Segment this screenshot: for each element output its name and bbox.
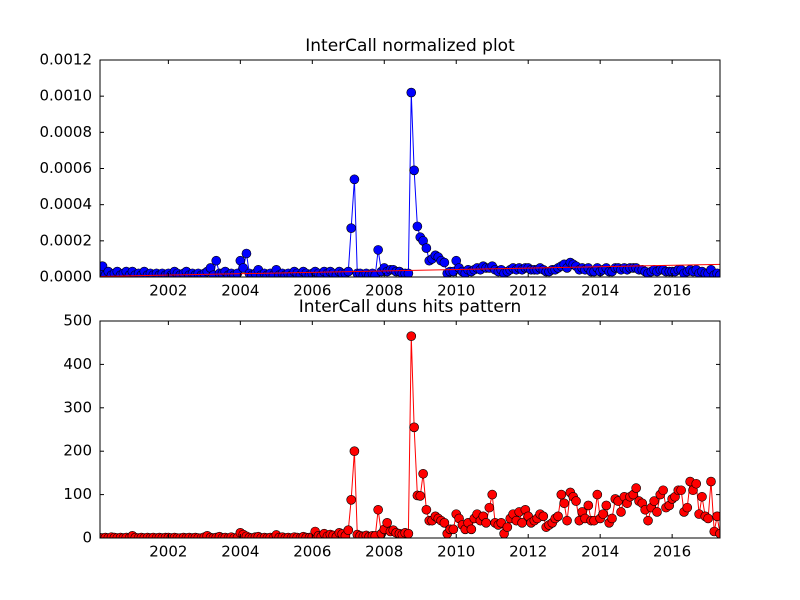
data-point (631, 483, 641, 493)
y-tick-label: 0 (82, 529, 92, 547)
x-tick-label: 2006 (293, 282, 331, 300)
data-point (349, 446, 360, 457)
plot-data (100, 87, 720, 277)
data-point (676, 485, 686, 496)
data-point (601, 500, 612, 511)
data-point (562, 515, 572, 526)
y-tick-label: 0.0002 (40, 231, 93, 249)
chart-title: InterCall normalized plot (305, 36, 515, 56)
data-point (406, 87, 417, 98)
y-tick-label: 0.0004 (40, 195, 93, 213)
axes-frame (99, 320, 721, 539)
data-point (652, 507, 662, 517)
x-tick-label: 2016 (653, 282, 691, 300)
data-point (412, 221, 423, 232)
data-point (682, 502, 693, 513)
data-point (409, 422, 419, 433)
data-point (346, 495, 356, 505)
x-tick-label: 2012 (509, 282, 547, 300)
y-tick-label: 100 (63, 485, 92, 503)
data-point (406, 331, 417, 341)
data-point (439, 257, 450, 268)
data-point (349, 174, 360, 185)
data-point (703, 513, 713, 524)
x-tick-label: 2004 (221, 282, 259, 300)
data-point (715, 528, 720, 538)
data-point (346, 223, 356, 233)
x-tick-label: 2008 (365, 282, 403, 300)
x-tick-label: 2014 (581, 543, 619, 561)
data-point (421, 243, 432, 253)
x-tick-label: 2014 (581, 282, 619, 300)
x-tick-label: 2004 (221, 543, 259, 561)
y-tick-label: 200 (63, 442, 92, 460)
data-point (607, 513, 617, 524)
data-point (553, 511, 563, 522)
data-point (715, 270, 720, 277)
y-tick-label: 400 (63, 355, 92, 373)
data-point (691, 478, 702, 489)
data-point (373, 504, 383, 515)
x-tick-label: 2002 (149, 282, 187, 300)
data-point (706, 476, 716, 487)
series-line (100, 263, 720, 277)
x-tick-label: 2010 (437, 543, 475, 561)
data-point (538, 511, 549, 522)
data-point (373, 245, 383, 255)
data-point (382, 518, 392, 528)
y-tick-label: 0.0006 (40, 159, 93, 177)
data-point (439, 518, 450, 528)
data-point (649, 496, 659, 506)
data-point (448, 524, 459, 535)
data-point (616, 507, 626, 517)
chart-title: InterCall duns hits pattern (299, 297, 522, 317)
x-tick-label: 2012 (509, 543, 547, 561)
data-point (598, 509, 608, 519)
y-tick-label: 0.0012 (40, 51, 93, 69)
x-tick-label: 2006 (293, 543, 331, 561)
data-point (712, 511, 720, 522)
data-point (418, 468, 428, 479)
x-tick-label: 2010 (437, 282, 475, 300)
plot-data (100, 331, 720, 538)
data-point (241, 248, 252, 259)
data-point (643, 515, 653, 526)
data-point (421, 504, 432, 515)
data-point (403, 528, 414, 538)
y-tick-label: 0.0000 (40, 268, 93, 286)
data-point (211, 255, 222, 266)
data-point (415, 491, 426, 501)
data-point (481, 518, 491, 528)
x-tick-label: 2016 (653, 543, 691, 561)
y-tick-label: 500 (63, 312, 92, 330)
data-point (409, 165, 419, 176)
x-tick-label: 2002 (149, 543, 187, 561)
data-point (583, 500, 594, 511)
data-point (697, 491, 707, 502)
data-point (556, 489, 567, 500)
data-point (592, 489, 603, 500)
x-tick-label: 2008 (365, 543, 403, 561)
data-point (487, 489, 498, 500)
data-point (484, 502, 495, 513)
data-point (502, 522, 513, 532)
data-point (571, 496, 581, 506)
y-tick-label: 300 (63, 398, 92, 416)
y-tick-label: 0.0008 (40, 123, 93, 141)
data-point (559, 498, 569, 509)
data-point (343, 525, 354, 535)
y-tick-label: 0.0010 (40, 87, 93, 105)
data-point (238, 263, 249, 273)
data-point (466, 524, 477, 535)
data-point (658, 485, 668, 496)
